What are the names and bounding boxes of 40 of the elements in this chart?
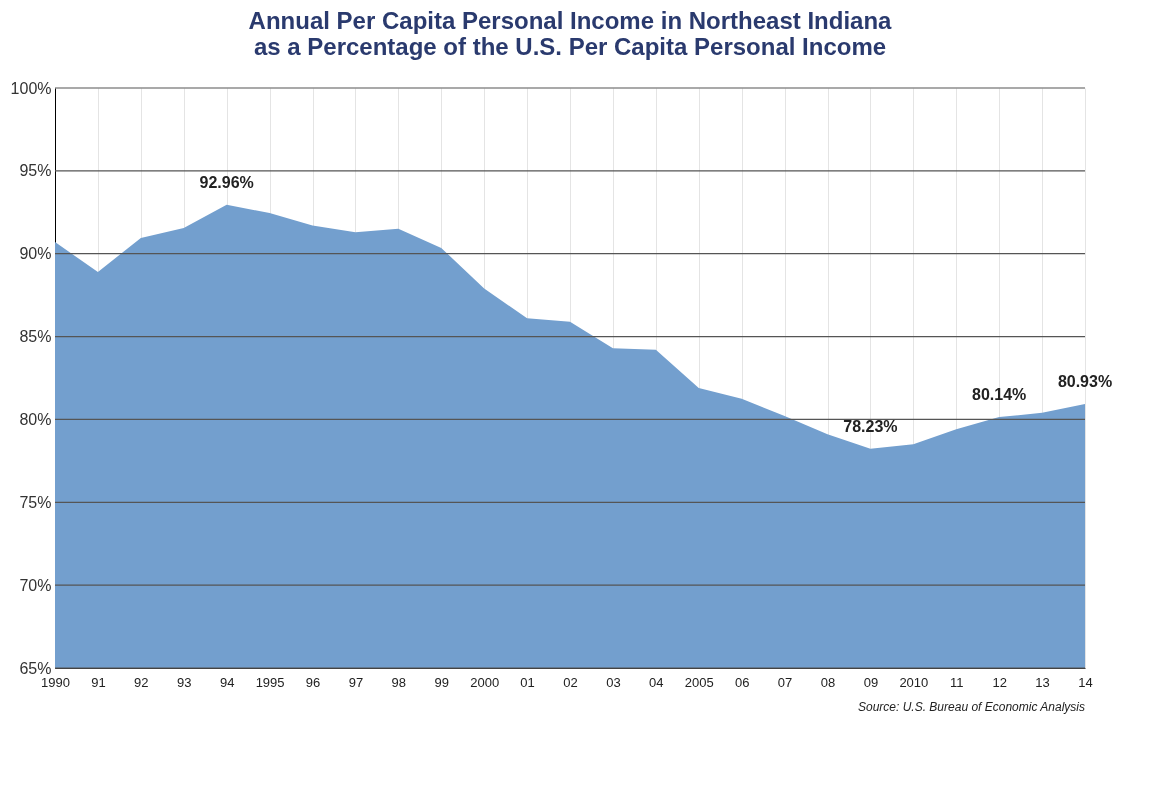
x-tick-label: 2000	[470, 674, 500, 690]
x-tick-label: 1995	[255, 674, 285, 690]
x-tick-label: 97	[348, 674, 364, 690]
y-tick-label: 95%	[19, 162, 52, 180]
y-tick-label: 80%	[19, 410, 52, 428]
text: as a Percentage of the U.S. Per Capita Personal Income	[253, 33, 887, 60]
x-tick-label: 94	[219, 674, 235, 690]
data-label: 80.14%	[972, 386, 1027, 404]
y-tick-label: 65%	[19, 659, 52, 677]
x-tick-label: 92	[134, 674, 149, 690]
x-tick-label: 2010	[899, 674, 929, 690]
x-tick-label: 2005	[684, 674, 714, 690]
x-tick-label: 01	[520, 674, 535, 690]
y-tick-label: 75%	[19, 493, 52, 511]
x-tick-label: 06	[734, 674, 750, 690]
x-tick-label: 08	[820, 674, 836, 690]
x-tick-label: 04	[649, 674, 664, 690]
data-label: 80.93%	[1057, 373, 1113, 391]
x-tick-label: 03	[606, 674, 621, 690]
y-tick-label: 70%	[19, 576, 52, 594]
x-tick-label: 91	[91, 674, 106, 690]
x-tick-label: 02	[563, 674, 578, 690]
y-tick-label: 100%	[10, 79, 52, 97]
x-tick-label: 98	[391, 674, 407, 690]
x-tick-label: 99	[434, 674, 449, 690]
x-tick-label: 93	[177, 674, 192, 690]
x-tick-label: 07	[777, 674, 793, 690]
x-tick-label: 13	[1035, 674, 1050, 690]
y-tick-label: 85%	[19, 328, 52, 346]
x-tick-label: 11	[950, 674, 964, 690]
text: Annual Per Capita Personal Income in Northeast Indiana	[248, 7, 892, 34]
data-label: 92.96%	[199, 173, 254, 191]
x-tick-label: 1990	[41, 674, 70, 690]
x-tick-label: 09	[863, 674, 879, 690]
data-label: 78.23%	[843, 417, 898, 435]
x-tick-label: 96	[305, 674, 321, 690]
x-tick-label: 14	[1078, 674, 1093, 690]
source-note: Source: U.S. Bureau of Economic Analysis	[858, 700, 1085, 714]
x-tick-label: 12	[992, 674, 1007, 690]
y-tick-label: 90%	[19, 245, 52, 263]
